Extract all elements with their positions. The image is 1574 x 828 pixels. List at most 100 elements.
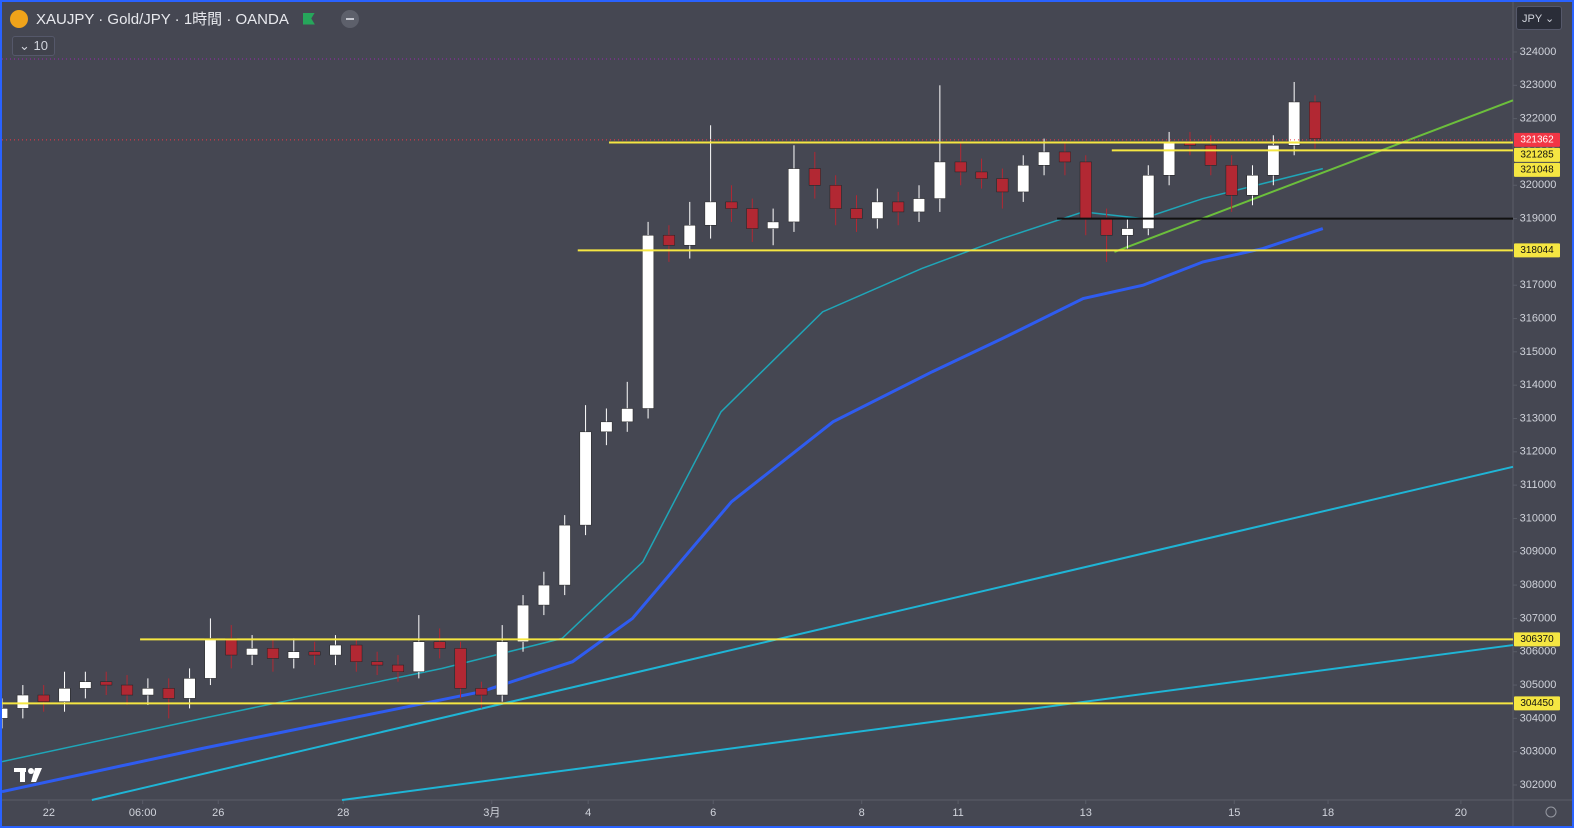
x-tick-label: 26 — [212, 807, 224, 819]
y-tick-label: 313000 — [1520, 412, 1557, 424]
candle-body — [2, 708, 8, 719]
candle-body — [808, 168, 821, 186]
y-tick-label: 322000 — [1520, 113, 1557, 125]
candle-body — [600, 421, 613, 433]
candle-body — [392, 664, 404, 672]
candle-body — [1058, 151, 1071, 163]
candle-body — [329, 644, 342, 656]
candle-body — [204, 638, 217, 679]
candle-body — [58, 688, 71, 702]
y-tick-label: 303000 — [1520, 746, 1557, 758]
indicator-toggle[interactable]: ⌄ 10 — [12, 36, 55, 56]
candle-body — [1246, 175, 1259, 196]
candle-body — [1267, 145, 1280, 176]
x-tick-label: 22 — [43, 807, 55, 819]
currency: JPY — [1522, 13, 1542, 25]
candle-body — [496, 641, 509, 696]
candle-body — [183, 678, 196, 699]
y-tick-label: 315000 — [1520, 346, 1557, 358]
price-tag-label: 321048 — [1520, 165, 1554, 176]
candle-body — [121, 684, 134, 696]
candle-body — [1142, 175, 1155, 229]
candle-body — [913, 198, 926, 213]
candle-body — [662, 234, 675, 246]
trend-line — [1114, 99, 1514, 253]
y-tick-label: 307000 — [1520, 612, 1557, 624]
logo-part — [20, 768, 25, 782]
candle-body — [746, 208, 759, 229]
candle-body — [704, 201, 717, 226]
price-tag — [1514, 162, 1560, 177]
candle-body — [1079, 161, 1092, 219]
candle-body — [787, 168, 800, 223]
candle-body — [996, 178, 1009, 193]
candle-body — [246, 648, 259, 656]
symbol-header[interactable]: XAUJPY · Gold/JPY · 1時間 · OANDA — [10, 8, 359, 29]
x-tick-label: 3月 — [483, 807, 500, 819]
candle-body — [350, 644, 363, 662]
x-tick-label: 6 — [710, 807, 716, 819]
y-tick-label: 311000 — [1520, 479, 1556, 491]
price-tag — [1514, 132, 1560, 147]
y-tick-label: 310000 — [1520, 512, 1557, 524]
candle-body — [975, 171, 988, 179]
y-tick-label: 323000 — [1520, 79, 1557, 91]
y-tick-label: 312000 — [1520, 446, 1557, 458]
candle-body — [537, 584, 550, 606]
candle-body — [412, 641, 425, 672]
candle-body — [1163, 141, 1176, 176]
settings-icon[interactable] — [1545, 806, 1557, 818]
candle-body — [475, 688, 488, 696]
price-tag — [1514, 243, 1560, 258]
candle-body — [79, 681, 92, 689]
candle-body — [892, 201, 905, 213]
price-tag-label: 304450 — [1520, 698, 1554, 709]
candle-body — [558, 524, 571, 586]
x-tick-label: 11 — [952, 807, 963, 819]
candle-body — [16, 694, 29, 709]
y-tick-label: 316000 — [1520, 312, 1557, 324]
x-tick-label: 28 — [337, 807, 349, 819]
y-tick-label: 305000 — [1520, 679, 1557, 691]
x-tick-label: 15 — [1228, 807, 1240, 819]
logo-part — [28, 768, 34, 774]
x-tick-label: 8 — [859, 807, 865, 819]
symbol-icon — [10, 9, 28, 28]
currency-selector[interactable]: JPY ⌄ — [1516, 6, 1562, 30]
candle-body — [1038, 151, 1051, 166]
moving-average — [2, 167, 1324, 763]
collapse-button[interactable] — [340, 9, 359, 28]
y-tick-label: 304000 — [1520, 712, 1557, 724]
candle-body — [100, 681, 113, 686]
candle-body — [1121, 228, 1134, 236]
y-tick-label: 302000 — [1520, 779, 1557, 791]
x-tick-label: 20 — [1455, 807, 1467, 819]
candle-body — [1204, 145, 1217, 166]
x-tick-label: 13 — [1080, 807, 1092, 819]
candle-body — [621, 408, 634, 423]
candle-body — [642, 234, 655, 409]
candle-body — [517, 604, 530, 642]
candle-body — [725, 201, 738, 209]
y-tick-label: 308000 — [1520, 579, 1557, 591]
candle-body — [371, 661, 384, 666]
candle-body — [287, 651, 300, 659]
candle-body — [829, 185, 842, 209]
price-tag — [1514, 696, 1560, 711]
candle-body — [683, 224, 696, 246]
candle-body — [266, 648, 279, 659]
price-tag — [1514, 147, 1560, 162]
price-tag — [1514, 632, 1560, 647]
trend-line — [341, 644, 1514, 801]
trend-line — [91, 465, 1514, 801]
x-tick-label: 4 — [585, 807, 591, 819]
candle-body — [433, 641, 446, 649]
flag-icon[interactable] — [302, 12, 315, 25]
moving-average — [2, 227, 1324, 794]
y-tick-label: 306000 — [1520, 646, 1557, 658]
y-tick-label: 317000 — [1520, 279, 1557, 291]
logo-part — [31, 768, 42, 782]
candle-body — [1017, 165, 1030, 193]
